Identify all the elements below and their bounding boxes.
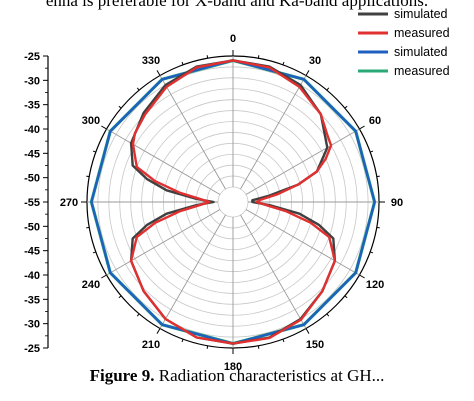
legend-label: measured (394, 26, 450, 40)
radial-tick-label: -50 (24, 173, 40, 185)
angle-tick (92, 150, 96, 153)
caption-text: Radiation characteristics at GH... (154, 366, 385, 385)
radial-tick-label: -45 (24, 148, 40, 160)
series-measured-line (129, 59, 337, 345)
radial-tick-label: -50 (24, 221, 40, 233)
angle-tick (86, 226, 90, 229)
radial-tick-label: -30 (24, 75, 40, 87)
angle-label-300: 300 (82, 115, 100, 127)
angle-label-240: 240 (82, 279, 100, 291)
angle-label-180: 180 (224, 361, 242, 373)
angle-label-150: 150 (306, 339, 324, 351)
angle-label-270: 270 (60, 197, 78, 209)
angle-tick (305, 70, 310, 76)
legend-label: simulated (394, 45, 448, 59)
grid-spoke (245, 209, 360, 276)
angle-label-60: 60 (369, 115, 381, 127)
polar-grid (81, 50, 385, 354)
angle-label-120: 120 (366, 279, 384, 291)
radial-axis: -25 -30 -35 -40 -45 -50 -55 -50 -45 -40 -35 -30 -25 (24, 51, 49, 355)
angle-tick (118, 105, 122, 109)
angle-tick (181, 339, 184, 343)
angle-label-210: 210 (142, 339, 160, 351)
radial-tick-label: -40 (24, 124, 40, 136)
angle-tick (376, 175, 380, 178)
angle-tick (344, 105, 348, 109)
angle-tick (206, 345, 209, 349)
radial-tick-label: -35 (24, 100, 40, 112)
grid-spoke (240, 214, 307, 329)
legend-label: measured (394, 64, 450, 78)
angle-tick (257, 55, 260, 59)
angle-label-30: 30 (309, 55, 321, 67)
grid-spoke (159, 75, 226, 190)
angle-tick (101, 274, 107, 279)
grid-spoke (159, 214, 226, 329)
angle-tick (156, 328, 161, 334)
angle-tick (206, 55, 209, 59)
angle-tick (101, 125, 107, 130)
series-group (89, 58, 377, 346)
angle-tick (359, 274, 365, 279)
grid-spoke (245, 128, 360, 195)
caption-label: Figure 9. (89, 366, 155, 385)
angle-tick (156, 70, 161, 76)
grid-spoke (106, 128, 221, 195)
radial-tick-label: -25 (24, 343, 40, 355)
grid-spoke (106, 209, 221, 276)
angle-tick (136, 313, 140, 317)
figure-caption: Figure 9. Radiation characteristics at G… (0, 366, 474, 386)
angle-tick (370, 150, 374, 153)
legend: simulated measured simulated measured (358, 7, 450, 78)
angle-tick (181, 61, 184, 65)
angle-tick (257, 345, 260, 349)
radial-tick-label: -45 (24, 246, 40, 258)
angle-tick (326, 313, 330, 317)
radial-tick-label: -30 (24, 319, 40, 331)
radial-tick-label: -55 (24, 197, 40, 209)
angle-tick (92, 251, 96, 254)
radial-tick-label: -35 (24, 294, 40, 306)
angle-tick (136, 87, 140, 91)
angle-tick (376, 226, 380, 229)
angle-tick (359, 125, 365, 130)
angle-labels: 0 30 60 90 120 150 180 210 240 270 300 330 (60, 33, 403, 373)
angle-label-330: 330 (142, 55, 160, 67)
angle-label-0: 0 (230, 33, 236, 45)
angle-tick (305, 328, 310, 334)
center-disc (219, 188, 247, 216)
angle-tick (344, 295, 348, 299)
radial-tick-label: -25 (24, 51, 40, 63)
grid-spoke (240, 75, 307, 190)
legend-label: simulated (394, 7, 448, 21)
radial-tick-label: -40 (24, 270, 40, 282)
angle-label-90: 90 (391, 197, 403, 209)
angle-tick (86, 175, 90, 178)
header-text: enna is preferable for X-band and Ka-ban… (45, 0, 429, 10)
angle-tick (326, 87, 330, 91)
angle-tick (282, 61, 285, 65)
angle-tick (370, 251, 374, 254)
angle-tick (282, 339, 285, 343)
angle-tick (118, 295, 122, 299)
